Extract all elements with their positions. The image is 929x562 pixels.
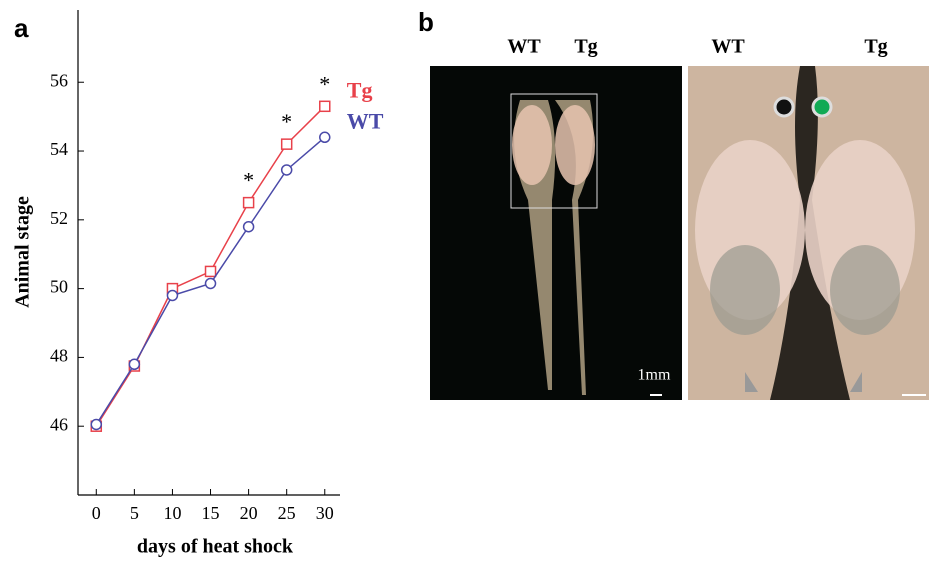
photo-label: WT <box>507 36 541 58</box>
x-tick-label: 10 <box>163 503 181 523</box>
y-tick-label: 46 <box>50 414 68 434</box>
marker <box>166 289 179 302</box>
panel-label: a <box>14 13 29 43</box>
x-tick-label: 5 <box>130 503 139 523</box>
marker <box>204 265 217 278</box>
annotation: * <box>243 168 254 193</box>
marker <box>90 418 103 431</box>
x-tick-label: 20 <box>240 503 258 523</box>
x-tick-label: 30 <box>316 503 334 523</box>
marker <box>319 131 331 144</box>
y-tick-label: 48 <box>50 346 68 366</box>
y-tick-label: 56 <box>50 70 68 90</box>
photo-label: Tg <box>574 36 597 58</box>
marker <box>280 138 293 150</box>
y-tick-label: 54 <box>50 139 68 159</box>
legend-label: WT <box>347 108 384 133</box>
annotation: * <box>319 71 330 96</box>
x-tick-label: 0 <box>92 503 101 523</box>
legend-label: Tg <box>347 77 373 102</box>
photo-label: WT <box>711 36 745 58</box>
photo-label: Tg <box>864 36 887 58</box>
y-axis-label: Animal stage <box>12 196 34 308</box>
marker <box>204 277 217 290</box>
y-tick-label: 52 <box>50 208 68 228</box>
marker <box>242 220 255 233</box>
photo-left <box>430 66 682 400</box>
x-axis-label: days of heat shock <box>137 536 294 558</box>
photo-right <box>688 66 929 400</box>
x-tick-label: 25 <box>278 503 296 523</box>
marker <box>280 164 293 176</box>
y-tick-label: 50 <box>50 277 68 297</box>
marker <box>242 196 255 209</box>
panel-label: b <box>418 7 434 37</box>
marker <box>319 100 331 113</box>
marker <box>128 358 141 371</box>
x-tick-label: 15 <box>202 503 220 523</box>
scale-label: 1mm <box>638 367 671 384</box>
annotation: * <box>281 109 292 134</box>
